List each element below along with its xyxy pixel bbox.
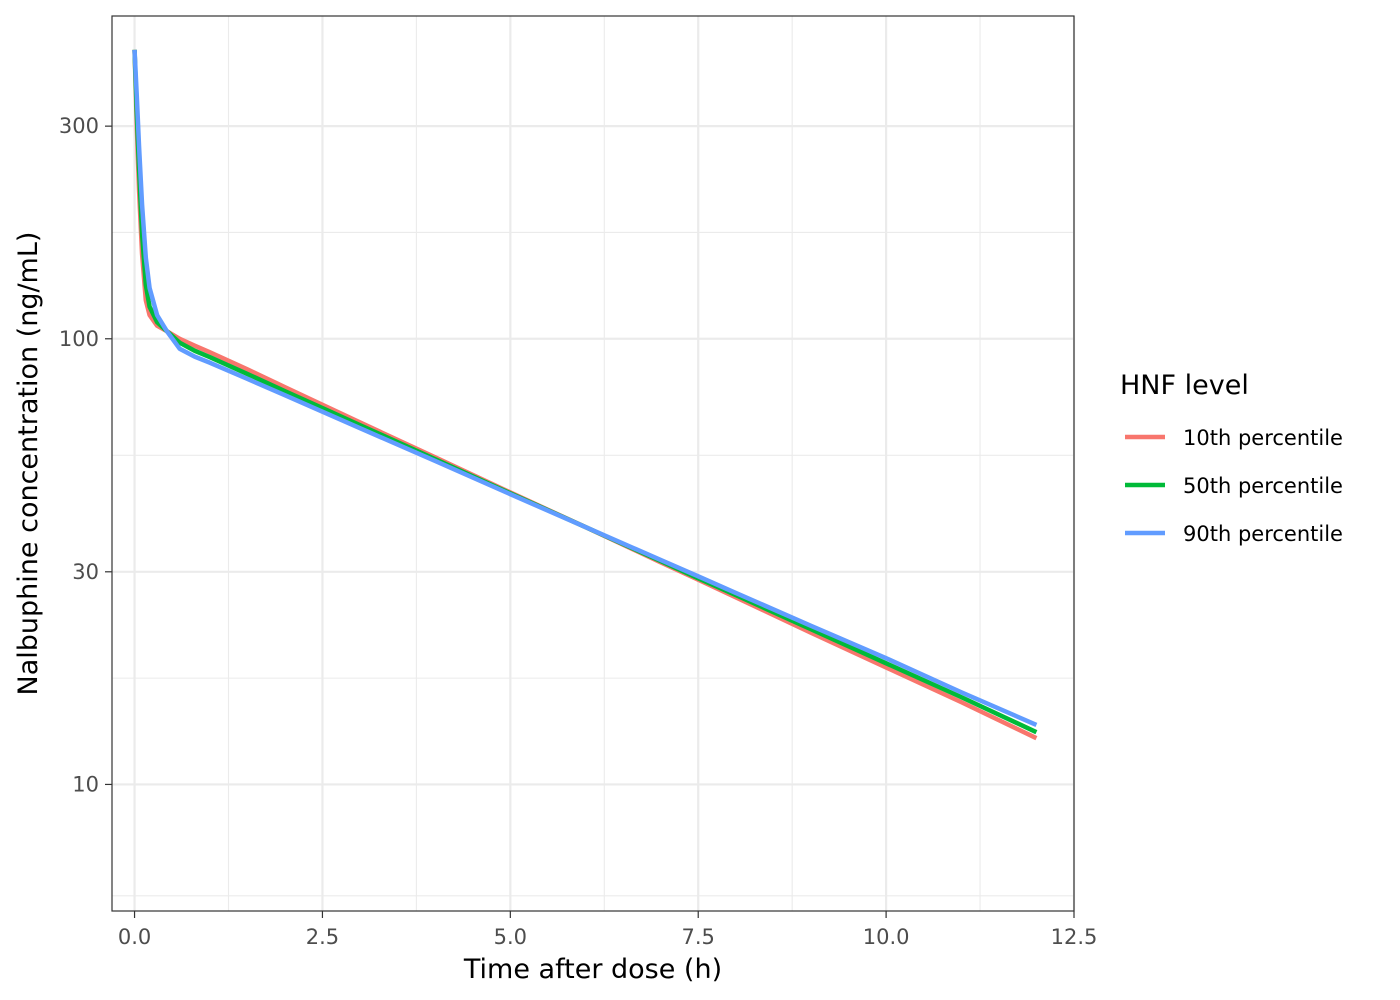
minor-gridlines <box>112 16 1074 911</box>
legend-items: 10th percentile 50th percentile 90th perce… <box>1125 426 1343 546</box>
x-axis-title: Time after dose (h) <box>463 954 722 985</box>
x-axis: 0.0 2.5 5.0 7.5 10.0 12.5 <box>118 911 1098 949</box>
legend-label: 50th percentile <box>1183 474 1343 498</box>
x-tick-label: 0.0 <box>118 925 151 949</box>
x-tick-label: 7.5 <box>682 925 715 949</box>
y-tick-label: 10 <box>72 772 99 796</box>
major-gridlines <box>112 16 1076 911</box>
legend: HNF level 10th percentile 50th percentile… <box>1120 370 1343 546</box>
x-tick-label: 10.0 <box>863 925 910 949</box>
x-tick-label: 12.5 <box>1051 925 1098 949</box>
series-layer <box>132 49 1038 741</box>
x-tick-label: 5.0 <box>494 925 527 949</box>
y-tick-label: 30 <box>72 560 99 584</box>
series-line <box>132 49 1038 727</box>
panel-border <box>111 15 1075 912</box>
y-axis: 10 30 100 300 <box>59 114 112 796</box>
legend-label: 90th percentile <box>1183 522 1343 546</box>
y-tick-label: 300 <box>59 114 99 138</box>
legend-title: HNF level <box>1120 370 1249 401</box>
legend-label: 10th percentile <box>1183 426 1343 450</box>
y-axis-title: Nalbuphine concentration (ng/mL) <box>13 232 44 696</box>
y-tick-label: 100 <box>59 327 99 351</box>
x-tick-label: 2.5 <box>306 925 339 949</box>
